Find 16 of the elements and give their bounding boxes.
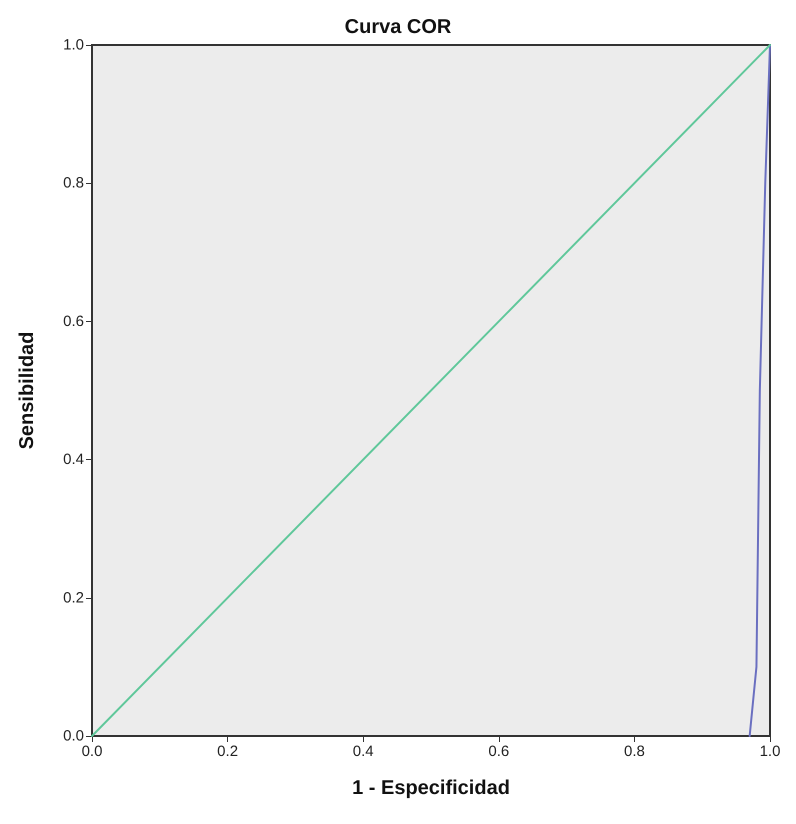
- x-tick-label: 1.0: [760, 743, 780, 760]
- y-axis-title: Sensibilidad: [16, 332, 38, 450]
- y-tick-label: 0.6: [63, 312, 84, 330]
- x-tick-label: 0.0: [82, 743, 102, 760]
- y-tick-label: 0.0: [63, 728, 84, 744]
- y-tick-label: 0.4: [63, 451, 84, 468]
- x-tick-label: 0.2: [217, 743, 238, 760]
- x-tick-label: 0.8: [624, 743, 645, 760]
- y-tick-label: 1.0: [63, 36, 84, 54]
- x-tick-label: 0.4: [352, 743, 374, 760]
- x-axis-title: 1 - Especificidad: [352, 777, 510, 799]
- x-tick-label: 0.6: [488, 743, 510, 760]
- y-tick-label: 0.2: [63, 589, 84, 606]
- line-series: [748, 44, 771, 737]
- chart-title: Curva COR: [344, 16, 452, 38]
- y-tick-label: 0.8: [63, 174, 84, 192]
